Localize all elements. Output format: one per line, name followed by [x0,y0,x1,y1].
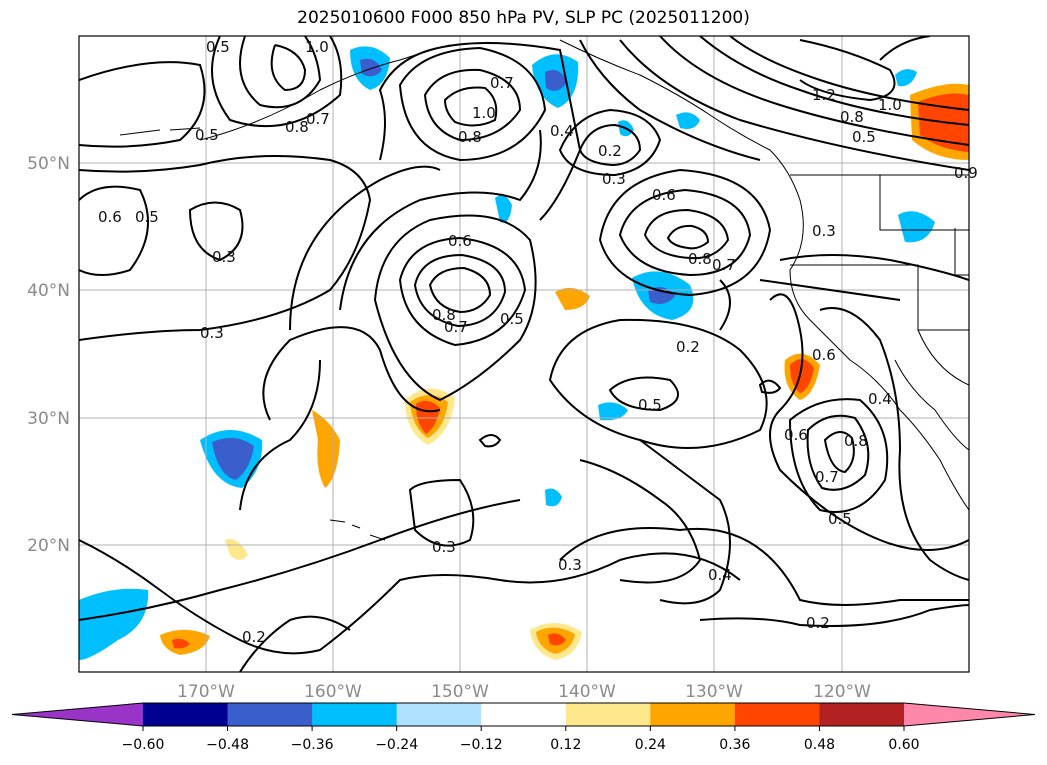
contour-label: 0.7 [815,468,839,486]
contour-label: 0.4 [708,566,732,584]
pv-negative-blob [676,112,700,129]
lon-label: 130°W [685,682,743,702]
colorbar-segment [734,703,820,726]
contour-label: 0.2 [806,614,830,632]
contour-label: 0.7 [490,74,514,92]
contour-label: 1.2 [812,86,836,104]
contour-label: 0.8 [688,250,712,268]
pv-negative-core [545,69,567,91]
pv-positive-core [172,638,190,649]
contour-label: 0.2 [598,142,622,160]
contour-label: 0.6 [98,208,122,226]
pv-negative-blob [545,488,562,507]
colorbar-tick-label: −0.36 [291,737,334,753]
contour-label: 0.6 [784,426,808,444]
contour-label: 0.2 [242,628,266,646]
pv-negative-blob [495,195,512,223]
colorbar-tick-label: −0.12 [460,737,503,753]
contour-label: 1.0 [305,38,329,56]
contour-label: 0.7 [306,110,330,128]
lat-label: 50°N [27,154,70,174]
map-frame [78,35,970,673]
colorbar-segment [227,703,313,726]
colorbar-tick-label: −0.60 [122,737,165,753]
lon-label: 170°W [177,682,235,702]
contour-label: 0.8 [432,306,456,324]
contour-label: 0.3 [200,324,224,342]
lon-label: 120°W [813,682,871,702]
colorbar-extend-low [12,703,143,726]
contour-label: 0.5 [195,126,219,144]
contour-label: 0.6 [812,346,836,364]
pv-positive-blob [555,287,590,310]
contour-label: 0.5 [828,510,852,528]
pv-negative-blob [895,69,917,87]
longitude-labels: 170°W 160°W 150°W 140°W 130°W 120°W [177,682,871,702]
colorbar: −0.60 −0.48 −0.36 −0.24 −0.12 0.12 0.24 0.36 0.4… [11,702,1036,753]
colorbar-segment [481,703,567,726]
contour-label: 0.6 [652,186,676,204]
colorbar-tick-label: −0.48 [206,737,249,753]
colorbar-segment [312,703,398,726]
map-area [79,36,969,672]
colorbar-tick-label: 0.12 [550,737,581,753]
graticule [79,36,969,672]
colorbar-tick-label: 0.60 [888,737,919,753]
map-title: 2025010600 F000 850 hPa PV, SLP PC (2025… [297,8,750,28]
contour-label: 0.5 [852,128,876,146]
contour-label: 0.8 [840,108,864,126]
pv-negative-core [648,287,675,304]
pv-positive-core [416,400,440,434]
lat-label: 30°N [27,409,70,429]
colorbar-tick-label: −0.24 [375,737,418,753]
lon-label: 140°W [558,682,616,702]
contour-label: 0.7 [712,256,736,274]
pv-positive-core [548,633,566,646]
contour-label: 0.5 [135,208,159,226]
lon-label: 150°W [431,682,489,702]
colorbar-segment [650,703,736,726]
contour-label: 0.7 [444,318,468,336]
contour-label: 1.0 [472,104,496,122]
slp-contours [79,36,969,672]
pv-positive-blob [225,539,248,560]
contour-label: 0.3 [602,170,626,188]
contour-label: 0.5 [206,38,230,56]
contour-label: 0.6 [448,232,472,250]
contour-label: 0.3 [812,222,836,240]
lon-label: 160°W [304,682,362,702]
contour-label: 1.0 [878,96,902,114]
colorbar-tick-label: 0.24 [635,737,666,753]
colorbar-segment [565,703,651,726]
contour-label: 0.2 [676,338,700,356]
lat-label: 40°N [27,281,70,301]
pv-negative-blob [598,402,628,421]
colorbar-extend-high [904,703,1035,726]
coastlines [119,39,969,541]
contour-label: 0.5 [638,396,662,414]
contour-label: 0.8 [285,118,309,136]
contour-label: 0.3 [212,248,236,266]
contour-label: 0.4 [550,122,574,140]
pv-negative-core [212,437,254,480]
contour-label: 0.3 [432,538,456,556]
contour-label: 0.4 [868,390,892,408]
colorbar-segment [396,703,482,726]
contour-labels: 0.5 1.0 0.8 0.7 0.5 1.0 0.7 0.8 0.4 0.2 … [98,38,978,646]
pv-negative-blob [898,211,935,243]
colorbar-tick-label: 0.36 [719,737,750,753]
contour-label: 0.3 [558,556,582,574]
contour-label: 0.5 [500,310,524,328]
colorbar-tick-label: 0.48 [804,737,835,753]
colorbar-segment [143,703,229,726]
pv-negative-core [360,58,382,77]
pv-negative-blob [79,588,149,660]
contour-label: 0.8 [458,128,482,146]
colorbar-segment [819,703,905,726]
contour-label: 0.8 [844,432,868,450]
lat-label: 20°N [27,536,70,556]
latitude-labels: 50°N 40°N 30°N 20°N [27,154,70,556]
contour-label: 0.9 [954,164,978,182]
